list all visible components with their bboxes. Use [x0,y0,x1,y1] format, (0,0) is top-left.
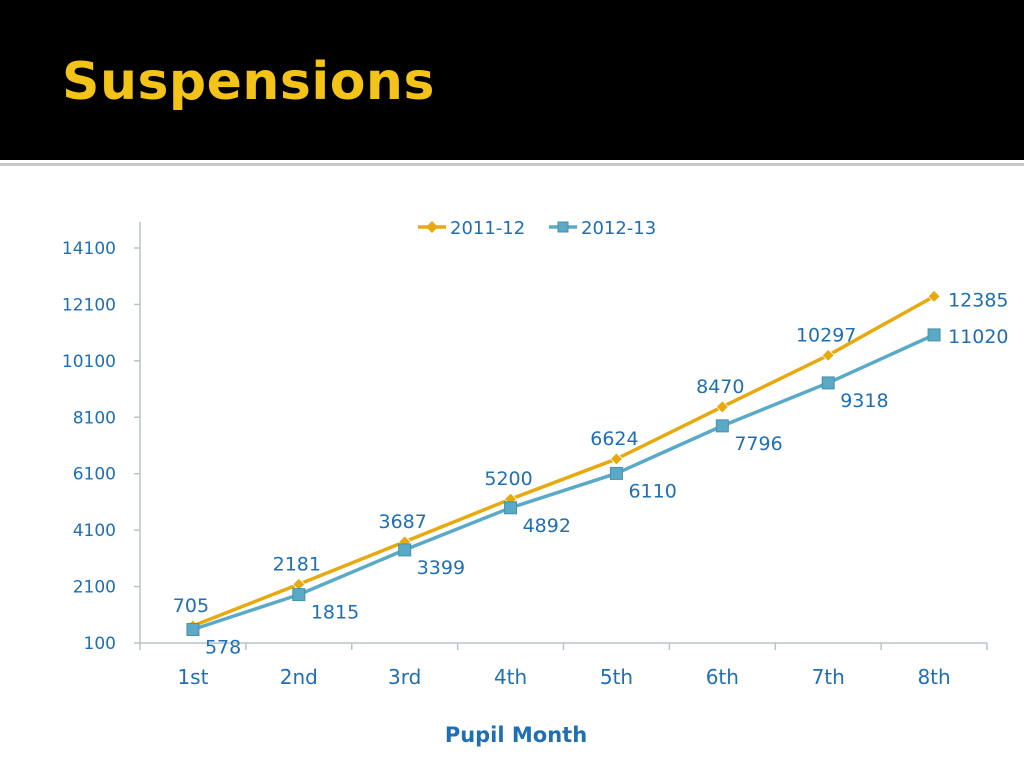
x-tick-label: 3rd [388,665,421,689]
data-label: 9318 [840,390,888,412]
data-label: 6624 [590,428,638,450]
y-tick-label: 8100 [73,408,116,428]
x-tick-label: 1st [177,665,208,689]
x-tick-label: 6th [706,665,739,689]
slide-title: Suspensions [62,52,435,112]
y-tick-label: 10100 [62,352,116,372]
data-point [609,466,623,480]
x-tick-label: 4th [494,665,527,689]
data-label: 1815 [311,602,359,624]
series-line [192,294,935,628]
data-label: 4892 [523,515,571,537]
data-point [821,376,835,390]
data-point [504,501,518,515]
data-label: 8470 [696,376,744,398]
data-label: 578 [205,637,241,659]
x-tick-label: 5th [600,665,633,689]
x-tick-label: 8th [917,665,950,689]
data-point [927,289,941,303]
legend-marker [557,221,569,233]
data-point [292,588,306,602]
data-label: 7796 [734,433,782,455]
divider [0,163,1024,166]
data-label: 3399 [417,557,465,579]
y-tick-label: 4100 [73,521,116,541]
x-axis-label: Pupil Month [445,723,587,747]
y-tick-label: 14100 [62,239,116,259]
series-line [192,333,935,632]
y-tick-label: 100 [84,634,116,654]
data-point [821,348,835,362]
data-point [715,400,729,414]
legend-item: 2012-13 [549,218,656,239]
data-point [715,419,729,433]
y-tick-label: 2100 [73,578,116,598]
x-tick-label: 2nd [280,665,318,689]
y-tick-label: 6100 [73,465,116,485]
chart-area: 100 2100 4100 6100 8100 10100 12100 14100 1st 2nd… [0,170,1024,768]
legend-label: 2011-12 [450,218,525,239]
data-label: 705 [173,595,209,617]
legend-marker [426,221,438,233]
data-label: 12385 [948,289,1008,311]
data-label: 6110 [628,480,676,502]
legend-item: 2011-12 [418,218,525,239]
data-label: 10297 [796,324,856,346]
y-tick-label: 12100 [62,295,116,315]
x-tick-label: 7th [812,665,845,689]
chart-series: 705 2181 3687 5200 6624 8470 10297 12385 578 1815… [173,289,1009,658]
series-2012-13: 578 1815 3399 4892 6110 7796 9318 11020 [186,326,1009,659]
data-label: 2181 [273,553,321,575]
data-label: 11020 [948,326,1008,348]
title-bar: Suspensions [0,0,1024,160]
data-point [186,623,200,637]
data-label: 3687 [379,511,427,533]
chart-legend: 2011-12 2012-13 [418,218,656,239]
chart-axes: 100 2100 4100 6100 8100 10100 12100 14100 1st 2nd… [62,222,988,689]
line-chart: 100 2100 4100 6100 8100 10100 12100 14100 1st 2nd… [62,218,1009,747]
data-point [927,328,941,342]
series-2011-12: 705 2181 3687 5200 6624 8470 10297 12385 [173,289,1009,633]
legend-label: 2012-13 [581,218,656,239]
data-point [609,452,624,466]
data-label: 5200 [484,468,532,490]
data-point [398,543,412,557]
